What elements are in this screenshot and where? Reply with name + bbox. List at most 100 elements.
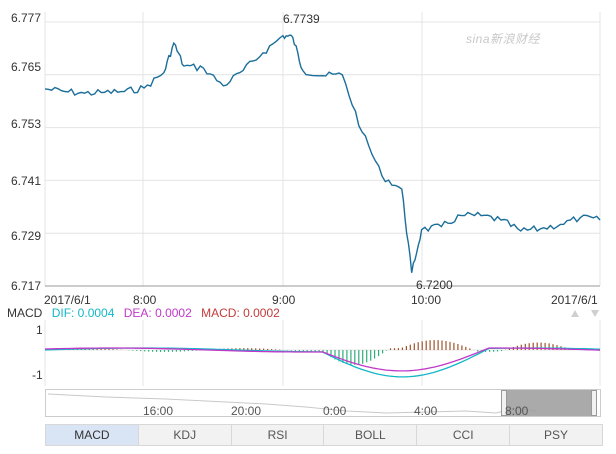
macd-histogram-bar <box>437 340 439 350</box>
indicator-tabs: MACD KDJ RSI BOLL CCI PSY <box>45 424 603 446</box>
navigator-overview-line <box>47 393 537 414</box>
macd-histogram-bar <box>183 350 185 352</box>
macd-histogram-bar <box>160 350 162 352</box>
macd-histogram-bar <box>405 346 407 350</box>
range-navigator[interactable] <box>45 389 601 417</box>
tab-kdj[interactable]: KDJ <box>139 425 232 445</box>
macd-histogram-bar <box>251 348 253 350</box>
macd-histogram-bar <box>259 348 261 350</box>
macd-histogram-bar <box>243 348 245 350</box>
tab-boll[interactable]: BOLL <box>324 425 418 445</box>
macd-y-bottom-label: -1 <box>32 368 43 382</box>
high-price-label: 6.7739 <box>283 12 320 26</box>
macd-histogram-bar <box>493 350 495 352</box>
macd-histogram-bar <box>393 348 396 350</box>
macd-histogram-bar <box>489 350 491 352</box>
macd-histogram-bar <box>385 350 388 351</box>
macd-histogram-bar <box>100 348 102 350</box>
macd-histogram-bar <box>445 341 447 350</box>
macd-histogram-bar <box>409 344 411 350</box>
macd-histogram-bar <box>298 350 300 352</box>
y-tick-label: 6.717 <box>11 279 42 293</box>
macd-histogram-bar <box>318 350 320 352</box>
macd-histogram-bar <box>397 348 399 350</box>
macd-histogram-bar <box>267 348 269 350</box>
macd-histogram-bar <box>163 350 166 352</box>
macd-histogram-bar <box>96 348 98 350</box>
y-tick-label: 6.729 <box>11 229 42 243</box>
tab-cci[interactable]: CCI <box>417 425 511 445</box>
y-tick-label: 6.765 <box>11 60 42 74</box>
navigator-time-label: 4:00 <box>414 404 438 418</box>
macd-histogram-bar <box>310 350 312 352</box>
macd-histogram-bar <box>378 350 380 357</box>
macd-title: MACD <box>7 306 43 320</box>
price-chart[interactable] <box>0 0 616 300</box>
macd-value: MACD: 0.0002 <box>201 306 280 320</box>
sina-finance-watermark: sina新浪财经 <box>466 32 541 46</box>
macd-histogram-bar <box>338 350 340 362</box>
macd-histogram-bar <box>104 348 106 350</box>
macd-histogram-bar <box>358 350 360 365</box>
navigator-time-label: 0:00 <box>323 404 347 418</box>
macd-histogram-bar <box>179 350 181 352</box>
tab-psy[interactable]: PSY <box>544 428 569 442</box>
dea-value: DEA: 0.0002 <box>123 306 192 320</box>
macd-histogram-bar <box>156 350 158 352</box>
macd-histogram-bar <box>112 349 114 350</box>
macd-legend: MACD DIF: 0.0004 DEA: 0.0002 MACD: 0.000… <box>7 306 286 320</box>
macd-histogram-bar <box>136 350 138 351</box>
macd-histogram-bar <box>362 350 364 364</box>
tab-rsi[interactable]: RSI <box>232 425 325 445</box>
macd-histogram-bar <box>148 350 150 352</box>
macd-histogram-bar <box>247 348 249 350</box>
macd-histogram-bar <box>461 345 463 350</box>
macd-histogram-bar <box>441 340 443 350</box>
macd-histogram-bar <box>370 350 372 361</box>
macd-histogram-bar <box>556 345 558 350</box>
price-series-line <box>44 34 601 273</box>
macd-histogram-bar <box>532 342 534 350</box>
macd-histogram-bar <box>552 344 554 350</box>
triangle-down-icon <box>591 310 599 317</box>
macd-histogram-bar <box>485 350 487 352</box>
macd-histogram-bar <box>433 340 435 350</box>
macd-histogram-bar <box>540 342 542 350</box>
macd-histogram-bar <box>457 344 459 350</box>
macd-histogram-bar <box>302 350 304 352</box>
macd-panel-icons[interactable] <box>566 307 606 319</box>
macd-histogram-bar <box>263 348 265 350</box>
macd-histogram-bar <box>496 350 499 352</box>
macd-histogram-bar <box>152 350 154 352</box>
triangle-up-icon <box>571 310 579 317</box>
macd-histogram-bar <box>322 350 324 352</box>
tab-macd[interactable]: MACD <box>46 425 139 445</box>
navigator-selection[interactable] <box>504 390 592 416</box>
macd-histogram-bar <box>294 350 296 351</box>
y-tick-label: 6.741 <box>11 174 42 188</box>
macd-chart[interactable] <box>0 318 616 388</box>
macd-histogram-bar <box>548 343 550 350</box>
x-tick-label: 8:00 <box>133 293 157 307</box>
macd-histogram-bar <box>354 350 356 365</box>
macd-histogram-bar <box>528 343 530 350</box>
macd-histogram-bar <box>429 340 431 350</box>
macd-histogram-bar <box>231 348 233 350</box>
macd-histogram-bar <box>140 350 142 352</box>
macd-histogram-bar <box>271 349 273 350</box>
navigator-time-label: 20:00 <box>231 404 262 418</box>
macd-histogram-bar <box>453 342 455 350</box>
macd-histogram-bar <box>401 347 403 350</box>
navigator-right-handle[interactable] <box>591 390 597 416</box>
macd-histogram-bar <box>144 350 146 352</box>
navigator-time-label: 8:00 <box>505 404 529 418</box>
macd-histogram-bar <box>421 341 423 350</box>
macd-histogram-bar <box>374 350 376 359</box>
macd-histogram-bar <box>413 343 415 350</box>
macd-histogram-bar <box>449 341 451 350</box>
y-tick-label: 6.777 <box>11 11 42 25</box>
macd-histogram-bar <box>167 350 170 352</box>
navigator-left-handle[interactable] <box>501 390 507 416</box>
x-tick-label: 2017/6/1 <box>44 293 91 307</box>
macd-histogram-bar <box>536 342 538 350</box>
